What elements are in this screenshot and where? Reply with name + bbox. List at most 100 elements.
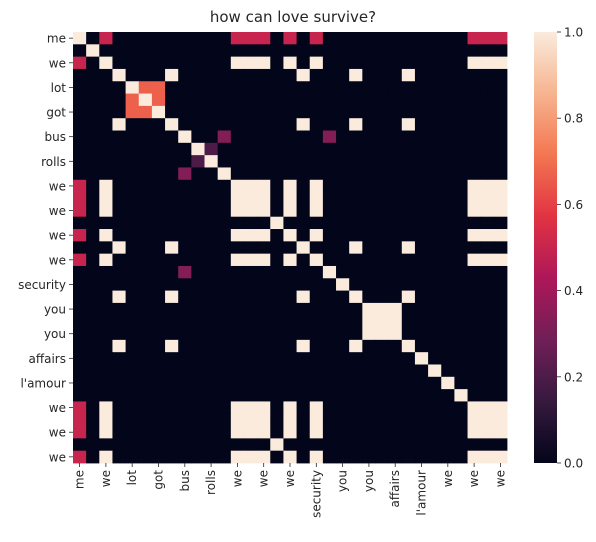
heatmap-cell	[283, 327, 297, 341]
heatmap-cell	[336, 450, 350, 464]
heatmap-cell	[322, 81, 337, 94]
heatmap-cell	[270, 32, 284, 45]
heatmap-cell	[454, 364, 468, 378]
heatmap-cell	[336, 32, 350, 45]
heatmap-cell	[257, 56, 271, 70]
heatmap-cell	[99, 241, 113, 255]
heatmap-cell	[112, 401, 127, 415]
heatmap-cell	[270, 44, 284, 58]
heatmap-cell	[283, 179, 297, 193]
heatmap-cell	[349, 265, 363, 279]
heatmap-cell	[414, 167, 429, 181]
heatmap-cell	[375, 167, 390, 181]
heatmap-cell	[86, 81, 100, 94]
heatmap-cell	[388, 339, 403, 353]
heatmap-cell	[441, 278, 455, 291]
heatmap-cell	[138, 364, 153, 378]
heatmap-cell	[493, 315, 508, 328]
heatmap-cell	[151, 93, 166, 107]
heatmap-cell	[243, 142, 258, 156]
heatmap-cell	[243, 32, 258, 45]
heatmap-cell	[493, 241, 508, 255]
heatmap-cell	[270, 327, 284, 341]
heatmap-cell	[138, 278, 153, 291]
heatmap-cell	[270, 204, 284, 218]
heatmap-cell	[257, 167, 271, 181]
heatmap-cell	[362, 253, 376, 267]
heatmap-cell	[125, 389, 140, 402]
heatmap-cell	[204, 450, 219, 464]
heatmap-cell	[112, 56, 127, 70]
heatmap-cell	[454, 302, 468, 316]
heatmap-cell	[86, 118, 100, 131]
heatmap-cell	[296, 302, 311, 316]
heatmap-cell	[428, 352, 442, 365]
heatmap-cell	[125, 290, 140, 304]
heatmap-cell	[138, 105, 153, 119]
heatmap-cell	[165, 32, 179, 45]
heatmap-cell	[296, 389, 311, 402]
heatmap-cell	[454, 32, 468, 45]
heatmap-cell	[73, 302, 87, 316]
heatmap-cell	[86, 339, 100, 353]
heatmap-cell	[73, 118, 87, 131]
heatmap-cell	[322, 192, 337, 205]
heatmap-cell	[309, 438, 324, 452]
heatmap-cell	[204, 216, 219, 230]
heatmap-cell	[296, 167, 311, 181]
heatmap-cell	[362, 81, 376, 94]
heatmap-cell	[257, 265, 271, 279]
heatmap-cell	[362, 204, 376, 218]
heatmap-cell	[99, 302, 113, 316]
heatmap-cell	[362, 130, 376, 144]
heatmap-cell	[230, 278, 245, 291]
heatmap-cell	[165, 204, 179, 218]
heatmap-cell	[243, 229, 258, 242]
y-tick-label: you	[44, 303, 66, 317]
heatmap-cell	[349, 118, 363, 131]
x-tick-label: we	[493, 470, 507, 487]
heatmap-cell	[467, 302, 482, 316]
heatmap-cell	[178, 81, 192, 94]
heatmap-cell	[204, 278, 219, 291]
heatmap-cell	[217, 118, 232, 131]
heatmap-cell	[349, 167, 363, 181]
heatmap-cell	[336, 192, 350, 205]
heatmap-cell	[283, 290, 297, 304]
heatmap-cell	[414, 401, 429, 415]
heatmap-cell	[230, 155, 245, 168]
heatmap-cell	[454, 216, 468, 230]
x-tick-label: we	[230, 470, 244, 487]
heatmap-cell	[401, 364, 416, 378]
heatmap-cell	[428, 216, 442, 230]
heatmap-cell	[257, 155, 271, 168]
heatmap-cell	[73, 253, 87, 267]
heatmap-cell	[401, 401, 416, 415]
heatmap-cell	[243, 241, 258, 255]
heatmap-cell	[165, 302, 179, 316]
heatmap-cell	[349, 413, 363, 427]
heatmap-cell	[165, 68, 179, 82]
heatmap-cell	[388, 389, 403, 402]
heatmap-cell	[230, 81, 245, 94]
heatmap-cell	[151, 438, 166, 452]
heatmap-cell	[138, 438, 153, 452]
heatmap-cell	[138, 93, 153, 107]
heatmap-cell	[414, 192, 429, 205]
heatmap-cell	[388, 438, 403, 452]
heatmap-cell	[112, 68, 127, 82]
heatmap-cell	[296, 105, 311, 119]
heatmap-cell	[322, 278, 337, 291]
heatmap-cell	[99, 44, 113, 58]
heatmap-cell	[112, 265, 127, 279]
heatmap-cell	[441, 376, 455, 390]
heatmap-cell	[112, 241, 127, 255]
heatmap-cell	[217, 204, 232, 218]
heatmap-cell	[454, 241, 468, 255]
heatmap-cell	[401, 290, 416, 304]
heatmap-cell	[99, 364, 113, 378]
heatmap-cell	[86, 327, 100, 341]
heatmap-cell	[441, 253, 455, 267]
x-tick-label: affairs	[388, 470, 402, 508]
heatmap-cell	[270, 167, 284, 181]
